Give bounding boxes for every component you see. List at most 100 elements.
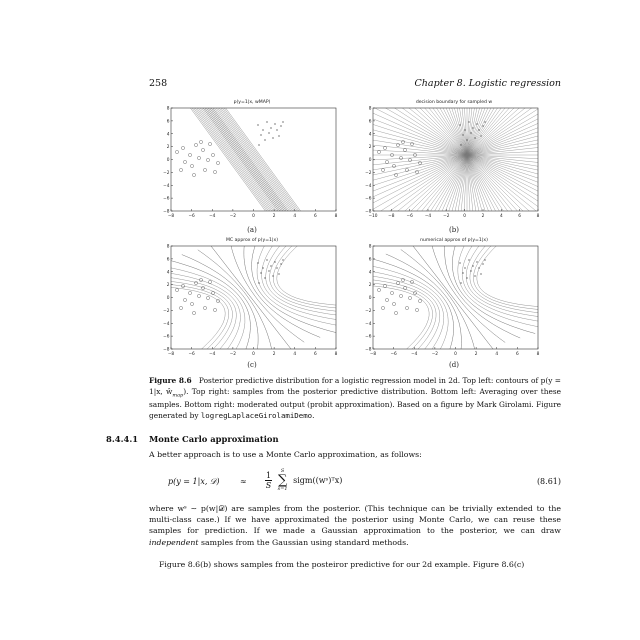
class-0-point [190, 302, 194, 306]
contour-line [373, 282, 433, 349]
y-tick-label: −8 [163, 209, 170, 215]
contour-line [452, 246, 536, 334]
class-1-point [269, 264, 273, 268]
class-0-point [403, 286, 407, 290]
contour-line [276, 246, 336, 306]
class-0-point [410, 142, 414, 146]
class-0-point [206, 158, 210, 162]
y-tick-label: −4 [163, 321, 170, 327]
contour-line [385, 253, 462, 349]
class-1-point [471, 126, 475, 130]
class-0-point [199, 140, 203, 144]
class-0-point [394, 173, 398, 177]
class-0-point [399, 294, 403, 298]
contour-line [214, 108, 290, 211]
class-1-point [475, 122, 479, 126]
contour-line [197, 249, 272, 349]
class-1-point [265, 258, 269, 262]
contour-line [206, 108, 282, 211]
contour-line [269, 246, 336, 312]
class-1-point [259, 133, 263, 137]
y-tick-label: −6 [365, 196, 372, 202]
class-0-point [403, 148, 407, 152]
panel-a-title: p(y=1|x, wMAP) [233, 100, 271, 105]
contour-line [195, 108, 271, 211]
y-tick-label: −2 [163, 170, 170, 176]
class-0-point [213, 170, 217, 174]
class-1-point [281, 120, 285, 124]
data-points [377, 258, 487, 315]
summand: sigm((wˢ)ᵀx) [293, 476, 343, 485]
contour-line [373, 266, 449, 349]
x-tick-label: 6 [314, 351, 317, 357]
y-tick-label: 8 [167, 106, 170, 112]
class-1-point [458, 261, 462, 265]
class-1-point [481, 262, 485, 266]
caption-text-2: ). Top right: samples from the posterior… [149, 386, 562, 420]
x-tick-label: 4 [495, 351, 498, 357]
class-0-point [206, 296, 210, 300]
paragraph-3: Figure 8.6(b) shows samples from the pos… [159, 560, 525, 569]
contour-line [181, 254, 259, 349]
contour-line [473, 246, 538, 310]
class-1-point [256, 261, 260, 265]
x-tick-label: −8 [388, 213, 395, 219]
paragraph-2: where wˢ ∼ p(w|𝒟) are samples from the p… [149, 503, 561, 548]
x-tick-label: 0 [252, 351, 255, 357]
panel-d-plot: −8 −6 −4 −2 0 2 4 6 8 8 6 4 2 0 −2 −4 −6 −8 [365, 244, 540, 358]
y-tick-label: 2 [369, 144, 372, 150]
contour-line [190, 108, 266, 211]
contour-line [465, 246, 538, 317]
class-1-point [267, 131, 271, 135]
panel-c-plot: −8 −6 −4 −2 0 2 4 6 8 8 6 4 2 0 −2 −4 −6 −8 [163, 244, 337, 358]
contour-line [373, 258, 454, 349]
class-0-point [418, 299, 422, 303]
sum-upper-limit: S [280, 468, 285, 474]
x-tick-label: 8 [537, 213, 540, 219]
y-tick-label: 0 [369, 295, 372, 301]
y-tick-label: −2 [365, 170, 372, 176]
x-tick-label: −8 [370, 351, 377, 357]
class-0-point [418, 161, 422, 165]
class-0-point [197, 294, 201, 298]
class-0-point [192, 311, 196, 315]
x-tick-label: 0 [454, 351, 457, 357]
class-1-point [257, 143, 261, 147]
paragraph-2-end: samples from the Gaussian using standard… [198, 537, 409, 547]
class-1-point [465, 138, 469, 142]
section-title: Monte Carlo approximation [149, 434, 279, 444]
class-1-point [479, 134, 483, 138]
contour-line [373, 275, 441, 349]
contour-line [373, 271, 445, 349]
class-0-point [413, 291, 417, 295]
data-points [377, 120, 487, 177]
class-0-point [390, 153, 394, 157]
contour-line [444, 246, 521, 339]
sampled-boundaries [373, 108, 538, 211]
contour-line [171, 277, 237, 349]
x-tick-label: 6 [518, 213, 521, 219]
class-0-point [377, 288, 381, 292]
class-0-point [396, 143, 400, 147]
class-0-point [203, 306, 207, 310]
class-1-point [461, 271, 465, 275]
chapter-title: Chapter 8. Logistic regression [414, 78, 561, 89]
contour-line [219, 108, 295, 211]
contour-line [222, 108, 298, 211]
class-0-point [199, 278, 203, 282]
class-0-point [181, 284, 185, 288]
y-tick-label: 4 [369, 269, 372, 275]
x-tick-label: 8 [537, 351, 540, 357]
contour-line [469, 246, 538, 313]
class-0-point [183, 160, 187, 164]
class-0-point [175, 288, 179, 292]
class-1-point [458, 123, 462, 127]
contour-line [210, 246, 292, 349]
x-tick-label: −8 [168, 351, 175, 357]
class-0-point [194, 143, 198, 147]
x-tick-label: 0 [463, 213, 466, 219]
panel-c: MC approx of p(y=1|x) −8 −6 −4 −2 0 2 4 6 8 8 6 4 2 0… [163, 238, 341, 366]
fraction-denominator: S [265, 481, 272, 490]
contour-line [212, 108, 288, 211]
